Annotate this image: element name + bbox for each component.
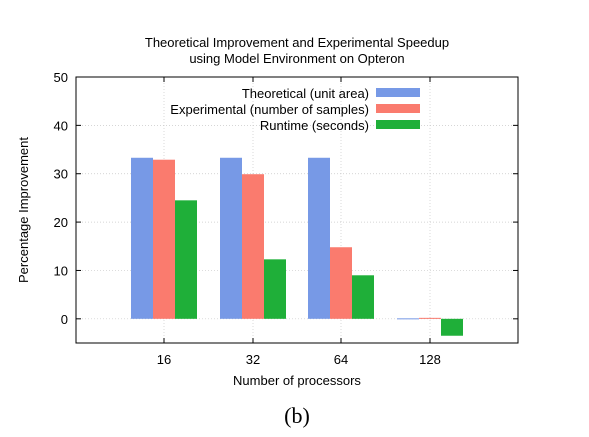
y-axis-ticks: 0 10 20 30 40 50 xyxy=(54,70,518,327)
bar xyxy=(419,317,441,319)
bar xyxy=(131,157,153,319)
bar xyxy=(330,247,352,319)
bar xyxy=(264,259,286,319)
chart-title-line: Theoretical Improvement and Experimental… xyxy=(145,35,449,50)
y-axis-label: Percentage Improvement xyxy=(16,137,31,283)
bar xyxy=(153,159,175,319)
bar xyxy=(308,157,330,319)
legend-swatch xyxy=(376,104,420,113)
plot-frame xyxy=(75,76,519,344)
legend-swatch xyxy=(376,88,420,97)
y-tick-label: 40 xyxy=(54,118,68,133)
y-tick-label: 50 xyxy=(54,70,68,85)
x-tick-label: 16 xyxy=(157,352,171,367)
x-axis-label: Number of processors xyxy=(233,373,361,388)
bar xyxy=(352,275,374,319)
x-tick-label: 32 xyxy=(246,352,260,367)
bars xyxy=(131,157,463,336)
y-tick-label: 30 xyxy=(54,167,68,182)
legend-label: Theoretical (unit area) xyxy=(242,86,369,101)
y-tick-label: 0 xyxy=(61,312,68,327)
x-tick-label: 64 xyxy=(334,352,348,367)
y-tick-label: 10 xyxy=(54,263,68,278)
y-tick-label: 20 xyxy=(54,215,68,230)
bar xyxy=(441,318,463,336)
legend-swatch xyxy=(376,120,420,129)
bar xyxy=(175,200,197,319)
chart-title: Theoretical Improvement and Experimental… xyxy=(145,35,449,66)
bar xyxy=(242,174,264,319)
x-axis-ticks: 16 32 64 128 xyxy=(157,77,441,367)
bar xyxy=(397,318,419,320)
legend-label: Runtime (seconds) xyxy=(260,118,369,133)
x-tick-label: 128 xyxy=(419,352,441,367)
bar xyxy=(220,157,242,319)
chart-title-line: using Model Environment on Opteron xyxy=(189,51,404,66)
legend: Theoretical (unit area)Experimental (num… xyxy=(170,86,420,133)
legend-label: Experimental (number of samples) xyxy=(170,102,369,117)
figure-caption: (b) xyxy=(284,403,310,428)
